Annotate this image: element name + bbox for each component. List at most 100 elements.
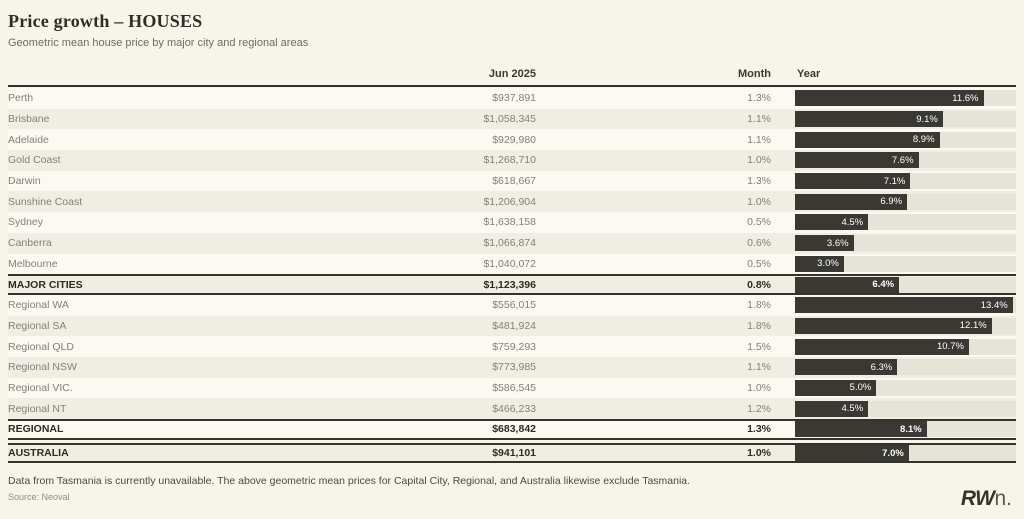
year-bar-track: 6.4% (795, 276, 1016, 293)
row-price-jun-2025: $937,891 (492, 92, 536, 105)
year-bar-label: 3.6% (826, 237, 849, 249)
year-bar: 10.7% (795, 338, 969, 355)
year-bar-label: 6.9% (880, 196, 903, 208)
row-label: Regional NT (8, 402, 67, 415)
year-bar-label: 4.5% (841, 216, 864, 228)
table-row: REGIONAL $683,842 1.3% 8.1% (8, 419, 1016, 440)
row-price-jun-2025: $1,058,345 (483, 113, 536, 126)
year-bar-label: 10.7% (936, 341, 964, 353)
table-row: Regional NT $466,233 1.2% 4.5% (8, 398, 1016, 419)
table-row: Sunshine Coast $1,206,904 1.0% 6.9% (8, 191, 1016, 213)
row-year-cell: 7.0% (795, 445, 1016, 462)
row-label: Canberra (8, 237, 52, 250)
row-label: Regional NSW (8, 361, 77, 374)
year-bar: 4.5% (795, 400, 869, 417)
row-price-jun-2025: $1,040,072 (483, 257, 536, 270)
row-year-cell: 12.1% (795, 317, 1016, 334)
row-year-cell: 11.6% (795, 90, 1016, 107)
year-bar: 6.4% (795, 276, 900, 293)
table-row: Regional QLD $759,293 1.5% 10.7% (8, 336, 1016, 357)
row-month-change: 1.0% (747, 381, 771, 394)
row-month-change: 1.8% (747, 299, 771, 312)
year-bar-label: 5.0% (849, 382, 872, 394)
year-bar-label: 6.4% (872, 279, 895, 291)
year-bar-label: 8.9% (912, 134, 935, 146)
row-year-cell: 6.9% (795, 193, 1016, 210)
year-bar-label: 3.0% (817, 258, 839, 270)
year-bar-track: 5.0% (795, 379, 1016, 396)
table-row: Canberra $1,066,874 0.6% 3.6% (8, 232, 1016, 254)
row-year-cell: 9.1% (795, 111, 1016, 128)
year-bar: 12.1% (795, 317, 992, 334)
row-label: Regional VIC. (8, 381, 73, 394)
row-year-cell: 4.5% (795, 400, 1016, 417)
column-header-name (8, 74, 440, 76)
row-month-change: 1.5% (747, 340, 771, 353)
row-label: Darwin (8, 175, 41, 188)
row-price-jun-2025: $1,638,158 (483, 216, 536, 229)
year-bar: 7.1% (795, 173, 911, 190)
row-price-jun-2025: $1,066,874 (483, 237, 536, 250)
row-price-jun-2025: $773,985 (492, 361, 536, 374)
table-row: Sydney $1,638,158 0.5% 4.5% (8, 212, 1016, 233)
row-month-change: 0.6% (747, 237, 771, 250)
year-bar-track: 6.3% (795, 359, 1016, 376)
footnote: Data from Tasmania is currently unavaila… (8, 475, 691, 488)
table-row: Brisbane $1,058,345 1.1% 9.1% (8, 108, 1016, 130)
row-month-change: 1.3% (747, 175, 771, 188)
row-year-cell: 5.0% (795, 379, 1016, 396)
year-bar: 6.3% (795, 359, 898, 376)
row-price-jun-2025: $586,545 (492, 381, 536, 394)
table-row: Regional SA $481,924 1.8% 12.1% (8, 315, 1016, 337)
column-gap (771, 74, 795, 76)
column-header-month: Month (738, 68, 771, 80)
year-bar-track: 9.1% (795, 111, 1016, 128)
rwn-logo-rw: RW (960, 487, 995, 510)
year-bar-track: 6.9% (795, 193, 1016, 210)
table-header-row: Jun 2025 Month Year (8, 65, 1016, 87)
table-row: Darwin $618,667 1.3% 7.1% (8, 170, 1016, 192)
year-bar-track: 7.6% (795, 152, 1016, 169)
year-bar: 3.0% (795, 255, 844, 272)
row-label: Regional SA (8, 319, 67, 332)
row-price-jun-2025: $683,842 (492, 423, 536, 436)
table-row: Melbourne $1,040,072 0.5% 3.0% (8, 253, 1016, 275)
year-bar-label: 7.0% (882, 447, 904, 459)
row-label: MAJOR CITIES (8, 278, 83, 291)
table-body: Perth $937,891 1.3% 11.6% Brisbane $1,05… (8, 88, 1016, 464)
year-bar-track: 8.9% (795, 131, 1016, 148)
row-month-change: 1.1% (747, 113, 771, 126)
row-price-jun-2025: $618,667 (492, 175, 536, 188)
row-price-jun-2025: $941,101 (492, 447, 536, 460)
row-month-change: 0.8% (747, 278, 771, 291)
row-year-cell: 3.6% (795, 235, 1016, 252)
row-month-change: 1.1% (747, 133, 771, 146)
row-price-jun-2025: $1,206,904 (483, 195, 536, 208)
row-year-cell: 6.3% (795, 359, 1016, 376)
row-year-cell: 13.4% (795, 297, 1016, 314)
row-price-jun-2025: $929,980 (492, 133, 536, 146)
rwn-logo-n: n. (994, 487, 1012, 510)
year-bar-track: 13.4% (795, 297, 1016, 314)
year-bar-label: 13.4% (980, 299, 1008, 311)
rwn-logo: RWn. (961, 488, 1012, 509)
row-month-change: 1.0% (747, 195, 771, 208)
table-row: MAJOR CITIES $1,123,396 0.8% 6.4% (8, 274, 1016, 295)
row-month-change: 0.5% (747, 216, 771, 229)
year-bar: 9.1% (795, 111, 943, 128)
row-label: Sunshine Coast (8, 195, 83, 208)
page-subtitle: Geometric mean house price by major city… (8, 37, 309, 49)
year-bar-label: 8.1% (900, 423, 922, 435)
table-row: Regional VIC. $586,545 1.0% 5.0% (8, 377, 1016, 399)
year-bar: 8.1% (795, 421, 927, 438)
row-month-change: 1.3% (747, 92, 771, 105)
report-header: Price growth – HOUSES Geometric mean hou… (0, 0, 1024, 49)
row-price-jun-2025: $466,233 (492, 402, 536, 415)
year-bar: 13.4% (795, 297, 1013, 314)
year-bar: 11.6% (795, 90, 984, 107)
year-bar-track: 7.1% (795, 173, 1016, 190)
year-bar-track: 7.0% (795, 445, 1016, 462)
row-label: Sydney (8, 216, 44, 229)
year-bar-track: 3.0% (795, 255, 1016, 272)
